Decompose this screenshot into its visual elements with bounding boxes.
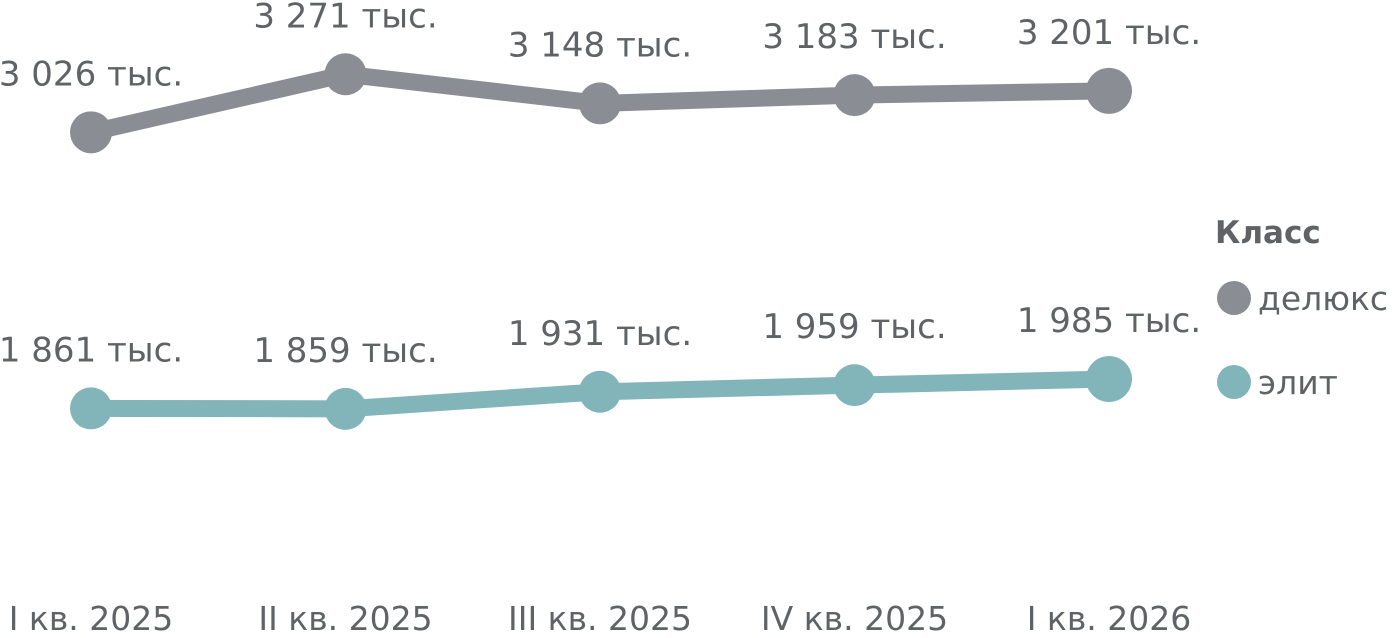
x-tick-label: IV кв. 2025 <box>761 599 948 638</box>
legend: Класс делюкс элит <box>1215 215 1388 402</box>
series-1 <box>70 53 1132 154</box>
data-label: 1 985 тыс. <box>1017 301 1201 341</box>
data-label: 3 148 тыс. <box>508 25 692 65</box>
legend-item: делюкс <box>1217 279 1388 318</box>
data-label: 3 026 тыс. <box>0 54 183 94</box>
data-point <box>579 82 621 125</box>
data-point <box>833 74 876 117</box>
x-axis: I кв. 2025 II кв. 2025 III кв. 2025 IV кв. … <box>9 599 1192 638</box>
legend-marker <box>1217 365 1251 399</box>
x-tick-label: III кв. 2025 <box>508 599 692 638</box>
data-label: 3 183 тыс. <box>762 17 946 57</box>
data-label: 1 861 тыс. <box>0 330 183 370</box>
x-tick-label: I кв. 2026 <box>1027 599 1192 638</box>
data-label: 1 931 тыс. <box>508 314 692 354</box>
data-label: 3 271 тыс. <box>253 0 437 36</box>
data-point <box>324 53 367 96</box>
data-point <box>70 111 112 154</box>
legend-marker <box>1217 281 1251 315</box>
legend-item: элит <box>1217 363 1338 402</box>
data-point <box>1086 67 1132 114</box>
x-tick-label: II кв. 2025 <box>258 599 432 638</box>
data-point <box>1086 355 1132 402</box>
data-label: 1 859 тыс. <box>253 331 437 371</box>
x-tick-label: I кв. 2025 <box>9 599 174 638</box>
series-2 <box>70 355 1132 430</box>
legend-title: Класс <box>1215 215 1321 251</box>
data-label: 3 201 тыс. <box>1017 13 1201 53</box>
series-layer <box>70 53 1132 430</box>
data-point <box>70 387 112 430</box>
data-labels-layer: 3 026 тыс. 3 271 тыс. 3 148 тыс. 3 183 тыс.… <box>0 0 1201 371</box>
data-point <box>579 370 621 413</box>
data-label: 1 959 тыс. <box>762 307 946 347</box>
legend-label: делюкс <box>1258 279 1388 318</box>
legend-label: элит <box>1258 363 1338 402</box>
data-point <box>833 364 876 407</box>
data-point <box>324 387 367 430</box>
